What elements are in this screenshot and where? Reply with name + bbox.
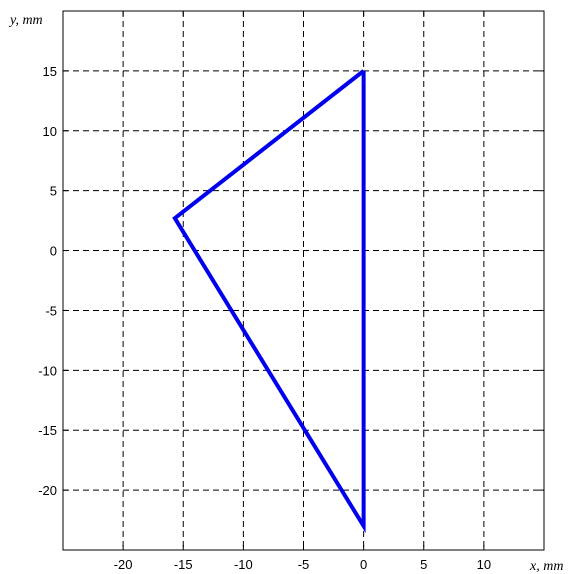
y-tick-label: 15 bbox=[43, 64, 57, 79]
tick-marks bbox=[63, 11, 545, 550]
series-layer bbox=[172, 69, 366, 534]
y-tick-label: -15 bbox=[38, 423, 57, 438]
x-tick-label: 5 bbox=[420, 557, 427, 572]
plot-area bbox=[62, 10, 545, 551]
y-grid-lines bbox=[63, 70, 544, 491]
x-tick-label: 0 bbox=[360, 557, 367, 572]
y-tick-label: -20 bbox=[38, 483, 57, 498]
y-tick-label: -5 bbox=[45, 303, 57, 318]
series-line bbox=[172, 69, 366, 534]
y-tick-label: 0 bbox=[50, 244, 57, 259]
x-tick-label: 10 bbox=[477, 557, 491, 572]
y-tick-label: -10 bbox=[38, 363, 57, 378]
x-tick-label: -15 bbox=[174, 557, 193, 572]
x-tick-label: -5 bbox=[298, 557, 310, 572]
y-tick-label: 10 bbox=[43, 124, 57, 139]
x-tick-label: -10 bbox=[234, 557, 253, 572]
x-axis-label: x, mm bbox=[529, 559, 563, 574]
y-axis-label: y, mm bbox=[8, 13, 43, 28]
y-tick-labels: -20 -15 -10 -5 0 5 10 15 bbox=[38, 64, 57, 498]
x-tick-labels: -20 -15 -10 -5 0 5 10 bbox=[114, 557, 491, 572]
y-tick-label: 5 bbox=[50, 184, 57, 199]
x-tick-label: -20 bbox=[114, 557, 133, 572]
